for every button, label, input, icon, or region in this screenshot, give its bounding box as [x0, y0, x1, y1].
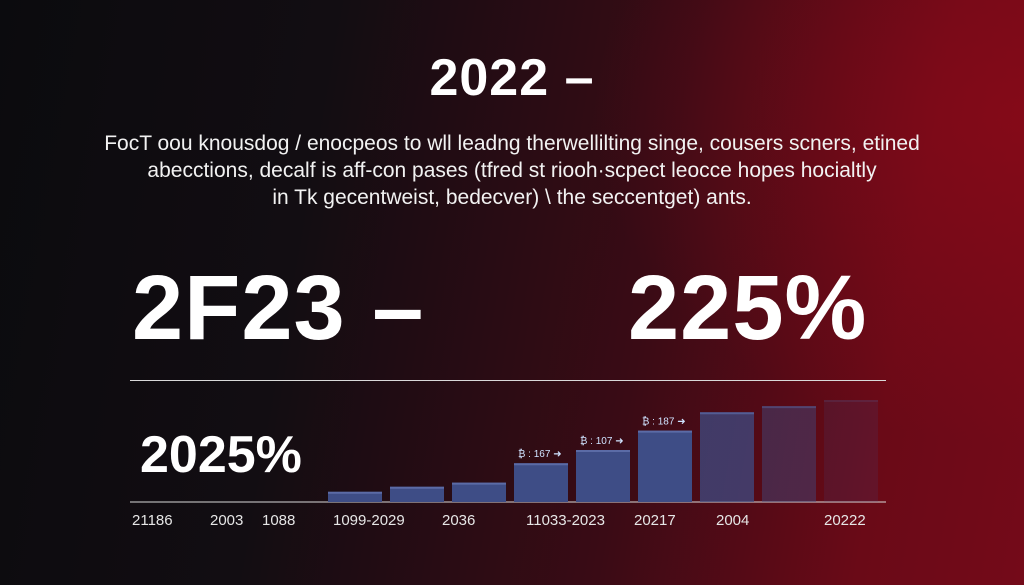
chart-bar: [390, 486, 444, 502]
x-tick-label: 11033-2023: [526, 512, 605, 529]
description-paragraph: FocT oou knousdog / enocpeos to wll lead…: [90, 130, 934, 211]
x-tick-label: 2003: [210, 512, 244, 529]
x-tick-label: 2036: [442, 512, 476, 529]
page-title: 2022 –: [429, 49, 595, 107]
chart-bar: [514, 463, 568, 502]
paragraph-line-1: FocT oou knousdog / enocpeos to wll lead…: [104, 132, 920, 155]
chart-bar: [762, 406, 816, 502]
chart-bar: [824, 400, 878, 502]
bar-annotation-label: ₿ : 167 ➜: [518, 448, 562, 460]
chart-bar: [576, 449, 630, 502]
paragraph-line-2: abecctions, decalf is aff-con pases (tfr…: [147, 159, 877, 182]
chart-bar: [638, 430, 692, 502]
x-tick-label: 1099-2029: [333, 512, 405, 529]
chart-bar: [452, 482, 506, 502]
x-tick-label: 2004: [716, 512, 750, 529]
x-tick-label: 1088: [262, 512, 296, 529]
bar-chart: ₿ : 167 ➜ ₿ : 107 ➜ ₿ : 187 ➜: [130, 400, 886, 503]
big-stat-left: 2F23 –: [132, 257, 425, 359]
mid-stat: 2025%: [140, 426, 302, 484]
x-tick-label: 21186: [132, 512, 173, 529]
bar-annotation-label: ₿ : 107 ➜: [580, 435, 624, 447]
divider-rule: [130, 380, 886, 381]
x-tick-label: 20222: [824, 512, 866, 529]
chart-bar: [328, 491, 382, 502]
big-stat-right: 225%: [628, 257, 868, 359]
paragraph-line-3: in Tk gecentweist, bedecver) \ the secce…: [272, 186, 752, 209]
x-tick-label: 20217: [634, 512, 676, 529]
chart-bar: [700, 412, 754, 502]
bar-annotation-label: ₿ : 187 ➜: [642, 416, 686, 428]
